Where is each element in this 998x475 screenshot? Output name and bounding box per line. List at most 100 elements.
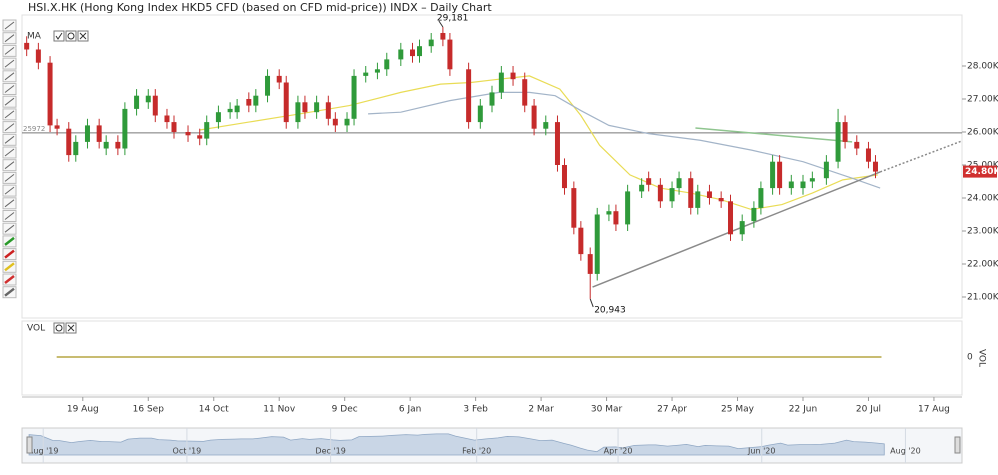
candle-body — [625, 191, 631, 225]
candle-body — [835, 122, 841, 162]
y-tick-label: 28.00K — [967, 61, 998, 71]
gear-icon — [55, 324, 63, 332]
candle-body — [809, 178, 815, 182]
tool-icon — [4, 161, 15, 170]
tool-icon — [4, 72, 15, 81]
candle-body — [800, 181, 806, 189]
candle-body — [314, 102, 320, 113]
candle-body — [35, 49, 41, 63]
y-tick-label: 26.00K — [967, 127, 998, 137]
tool-icon — [4, 110, 15, 119]
navigator-tick-label: Dec '19 — [315, 447, 345, 456]
settings-button[interactable] — [53, 322, 65, 334]
tool-icon — [4, 59, 15, 68]
horizontal-line-label: 25972 — [23, 125, 45, 133]
x-tick-label: 20 Jul — [856, 405, 881, 415]
x-tick-label: 30 Mar — [591, 405, 623, 415]
tool-icon — [4, 47, 15, 55]
volume-controls[interactable] — [53, 322, 77, 334]
candle-body — [466, 69, 472, 123]
y-tick-label: 24.00K — [967, 194, 998, 204]
candle-body — [872, 161, 878, 172]
close-icon — [67, 324, 75, 332]
x-tick-label: 9 Dec — [332, 405, 358, 415]
candle-body — [73, 141, 79, 156]
candle-body — [440, 32, 446, 40]
navigator-handle[interactable] — [26, 436, 33, 454]
candle-body — [234, 105, 240, 113]
candle-body — [613, 211, 619, 225]
candle-body — [770, 161, 776, 189]
navigator-handle[interactable] — [954, 436, 961, 454]
candle-body — [561, 164, 567, 189]
tool-icon — [4, 97, 15, 106]
annotation-leader — [438, 20, 444, 28]
x-tick-label: 27 Apr — [657, 405, 687, 415]
annotation-label: 29,181 — [437, 14, 469, 24]
navigator-tick-label: Feb '20 — [462, 447, 491, 456]
candle-body — [706, 191, 712, 199]
tool-icon — [4, 174, 15, 182]
moving-average — [368, 91, 881, 189]
check-icon — [55, 32, 63, 40]
candle-body — [657, 184, 663, 202]
indicator-label: MA — [27, 32, 42, 42]
x-tick-label: 19 Aug — [67, 405, 99, 415]
indicator-controls[interactable] — [53, 30, 89, 42]
candle-body — [695, 191, 701, 208]
candle-body — [185, 131, 191, 136]
volume-axis-label: VOL — [977, 349, 987, 367]
candle-body — [122, 108, 128, 149]
navigator-tick-label: Aug '20 — [890, 447, 921, 456]
candle-body — [639, 184, 645, 192]
candle-body — [164, 115, 170, 123]
candle-body — [594, 214, 600, 274]
candle-body — [606, 211, 612, 215]
volume-title: VOL — [27, 324, 45, 334]
candle-body — [489, 92, 495, 106]
candle-body — [351, 75, 357, 119]
volume-tick-label: 0 — [967, 353, 973, 363]
trend-line — [592, 171, 881, 288]
candle-body — [587, 254, 593, 274]
candle-body — [718, 198, 724, 202]
candle-body — [246, 98, 252, 106]
candle-body — [204, 122, 210, 139]
candle-body — [215, 112, 221, 123]
tool-icon — [4, 186, 15, 195]
settings-button[interactable] — [65, 30, 77, 42]
navigator-tick-label: Oct '19 — [173, 447, 202, 456]
candle-body — [739, 221, 745, 235]
tool-icon — [4, 123, 15, 131]
tool-icon — [4, 236, 15, 246]
x-tick-label: 6 Jan — [399, 405, 421, 415]
candle-body — [865, 148, 871, 162]
navigator-tick-label: Jun '20 — [747, 447, 775, 456]
navigator-tick-label: Aug '19 — [28, 447, 59, 456]
candle-body — [134, 95, 140, 109]
candle-body — [84, 125, 90, 142]
annotation-leader — [589, 298, 594, 308]
candle-body — [417, 46, 423, 57]
annotation-label: 20,943 — [594, 305, 626, 315]
candle-body — [510, 72, 516, 80]
candle-body — [24, 42, 30, 50]
tool-icon — [4, 224, 15, 233]
candle-body — [265, 75, 271, 96]
x-tick-label: 11 Nov — [263, 405, 296, 415]
candle-body — [409, 49, 415, 57]
candle-body — [171, 122, 177, 132]
candle-body — [115, 141, 121, 149]
navigator-area — [28, 433, 885, 456]
candle-body — [522, 79, 528, 106]
candle-body — [398, 49, 404, 60]
candle-body — [571, 188, 577, 228]
candle-body — [788, 181, 794, 189]
candle-body — [688, 178, 694, 208]
candle-body — [103, 141, 109, 149]
candle-body — [751, 207, 757, 222]
last-price-box — [963, 165, 997, 178]
trend-line — [695, 127, 853, 143]
check-button[interactable] — [53, 30, 65, 42]
